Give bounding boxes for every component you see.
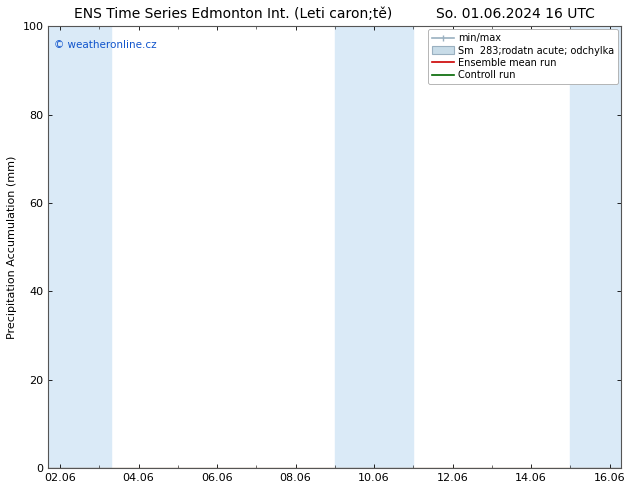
Bar [335,26,413,468]
Bar [48,26,111,468]
Legend: min/max, Sm  283;rodatn acute; odchylka, Ensemble mean run, Controll run: min/max, Sm 283;rodatn acute; odchylka, … [429,29,618,84]
Title: ENS Time Series Edmonton Int. (Leti caron;tě)          So. 01.06.2024 16 UTC: ENS Time Series Edmonton Int. (Leti caro… [74,7,595,21]
Text: © weatheronline.cz: © weatheronline.cz [54,40,157,49]
Bar [571,26,621,468]
Y-axis label: Precipitation Accumulation (mm): Precipitation Accumulation (mm) [7,155,17,339]
